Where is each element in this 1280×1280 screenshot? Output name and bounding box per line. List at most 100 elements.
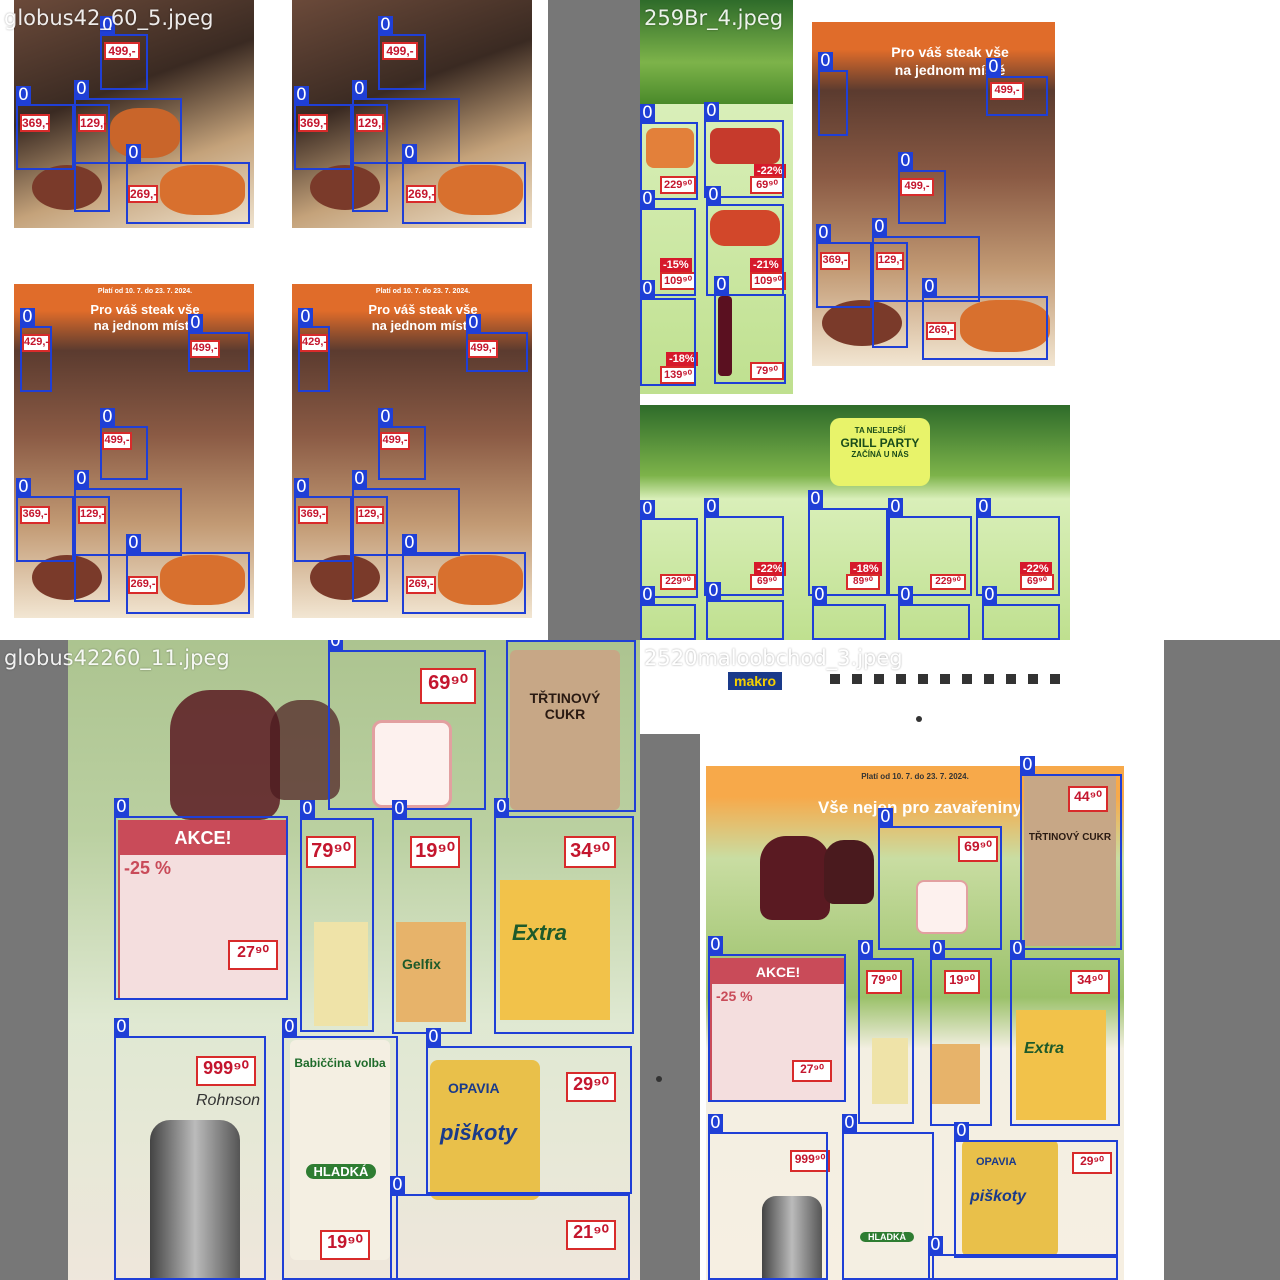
bbox: 0 <box>494 798 634 1034</box>
bbox: 0 <box>100 16 148 90</box>
price-tag: 499,- <box>900 178 934 196</box>
bbox: 0 <box>282 1018 398 1280</box>
price-tag: 19⁹⁰ <box>320 1230 370 1260</box>
bbox: 0 <box>640 500 698 598</box>
price-tag: 499,- <box>104 42 140 60</box>
bbox: 0 <box>1010 940 1120 1126</box>
class-label: 0 <box>1020 755 1035 775</box>
class-label: 0 <box>188 313 203 333</box>
steak-headline-2: na jednom místě <box>93 318 197 333</box>
bbox: 0 <box>16 478 74 562</box>
meat-image <box>960 300 1050 352</box>
bbox: 0 <box>20 308 52 392</box>
sugar-bag-label: TŘTINOVÝ CUKR <box>1028 832 1112 843</box>
price-tag: 369,- <box>298 506 328 524</box>
hladka-label: HLADKÁ <box>860 1232 914 1242</box>
akce-panel: AKCE! -25 % <box>710 958 846 1102</box>
dot <box>656 1076 662 1082</box>
price-tag: 21⁹⁰ <box>566 1220 616 1250</box>
tile-top-right: -22% 229⁹⁰ 69⁹⁰ -15% -21% 109⁹⁰ 109⁹⁰ -1… <box>640 0 1280 640</box>
price-tag: 19⁹⁰ <box>410 836 460 868</box>
bbox: 0 <box>704 102 784 198</box>
price-tag: 29⁹⁰ <box>1072 1152 1112 1174</box>
tile-filename: globus42260_11.jpeg <box>4 646 230 670</box>
discount-badge: -18% <box>850 562 882 576</box>
steak-headline-2b: na jednom místě <box>371 318 475 333</box>
discount-badge: -18% <box>666 352 698 366</box>
class-label: 0 <box>390 1175 405 1195</box>
class-label: 0 <box>812 585 827 605</box>
class-label: 0 <box>392 799 407 819</box>
class-label: 0 <box>114 1017 129 1037</box>
tile-bottom-right: makro Platí od 10. 7. do 23. 7. 2024. Vš… <box>640 640 1280 1280</box>
grill-banner-2: GRILL PARTY <box>840 436 920 450</box>
price-tag: 129,- <box>78 506 106 524</box>
price-tag: 69⁹⁰ <box>958 836 998 862</box>
class-label: 0 <box>20 307 35 327</box>
class-label: 0 <box>298 307 313 327</box>
bbox: 0 <box>808 490 888 596</box>
class-label: 0 <box>842 1113 857 1133</box>
class-label: 0 <box>878 807 893 827</box>
steak-headline-1c: Pro váš steak vše <box>891 44 1009 60</box>
class-label: 0 <box>126 533 141 553</box>
class-label: 0 <box>466 313 481 333</box>
meat-image <box>160 555 245 605</box>
bbox: 0 <box>704 498 784 596</box>
flour-bag <box>290 1040 390 1260</box>
akce-pct: -25 % <box>124 858 172 878</box>
steak-headline-1: Pro váš steak vše <box>90 302 200 317</box>
class-label: 0 <box>402 143 417 163</box>
price-tag: 69⁹⁰ <box>750 176 784 194</box>
bbox: 0 <box>976 498 1060 596</box>
juicer-image <box>150 1120 240 1280</box>
steak-headline-1b: Pro váš steak vše <box>368 302 478 317</box>
bbox: 0 <box>982 586 1060 640</box>
extra-box <box>500 880 610 1020</box>
grill-party-bubble <box>830 418 930 486</box>
class-label: 0 <box>328 640 343 650</box>
class-label: 0 <box>378 15 393 35</box>
class-label: 0 <box>818 51 833 71</box>
hladka-label: HLADKÁ <box>306 1164 376 1179</box>
bbox: 0 <box>818 52 848 136</box>
grill-banner-3: ZAČÍNÁ U NÁS <box>851 450 909 459</box>
price-tag: 499,- <box>990 82 1024 100</box>
meat-image <box>310 555 380 600</box>
jam-jar <box>760 836 830 920</box>
sausage-image <box>710 210 780 246</box>
class-label: 0 <box>858 939 873 959</box>
bbox: 0 <box>640 586 696 640</box>
akce-header: AKCE! <box>712 960 844 984</box>
price-tag: 369,- <box>20 506 50 524</box>
steak-headline-2c: na jednom místě <box>894 62 1006 78</box>
bbox: 0 <box>114 1018 266 1280</box>
price-tag: 999⁹⁰ <box>196 1056 256 1086</box>
bbox: 0 <box>16 86 74 170</box>
pectin-tub <box>372 720 452 808</box>
piskoty-label: piškoty <box>970 1188 1027 1205</box>
bbox: 0 <box>298 308 330 392</box>
tile-filename: 259Br_4.jpeg <box>644 6 784 30</box>
meat-image <box>438 555 523 605</box>
bbox: 0 <box>922 278 1048 360</box>
bbox: 0 <box>402 534 526 614</box>
bbox <box>352 104 388 212</box>
opavia-label: OPAVIA <box>448 1080 500 1096</box>
vanilla-box <box>314 922 368 1026</box>
jam-jar <box>170 690 280 820</box>
steak-validity: Platí od 10. 7. do 23. 7. 2024. <box>97 288 193 295</box>
meat-image <box>32 555 102 600</box>
price-tag: 27⁹⁰ <box>228 940 278 970</box>
extra-label: Extra <box>512 920 568 945</box>
akce-pct: -25 % <box>716 988 753 1004</box>
price-tag: 29⁹⁰ <box>566 1072 616 1102</box>
class-label: 0 <box>714 275 729 295</box>
price-tag: 499,- <box>102 432 132 450</box>
class-label: 0 <box>930 939 945 959</box>
class-label: 0 <box>706 185 721 205</box>
bbox: 0 <box>706 582 784 640</box>
class-label: 0 <box>426 1027 441 1047</box>
bbox: 0 <box>640 190 696 296</box>
bbox: 0 <box>300 800 374 1032</box>
